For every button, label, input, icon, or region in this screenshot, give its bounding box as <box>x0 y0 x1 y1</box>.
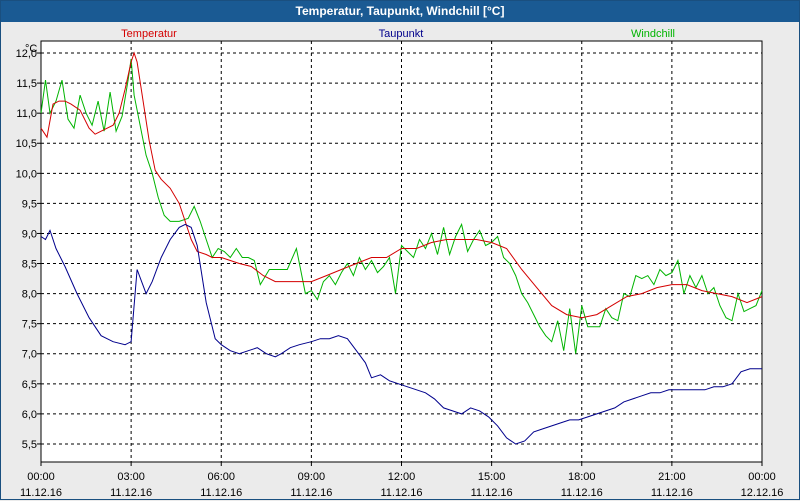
legend-entry-temperatur: Temperatur <box>121 28 177 40</box>
x-tick-time-label: 18:00 <box>568 471 596 483</box>
x-tick-time-label: 06:00 <box>207 471 235 483</box>
y-tick-label: 10,5 <box>16 138 37 150</box>
y-tick-label: 6,0 <box>22 409 37 421</box>
chart-title: Temperatur, Taupunkt, Windchill [°C] <box>1 1 799 22</box>
y-axis-label: °C <box>25 43 37 55</box>
x-tick-date-label: 11.12.16 <box>651 487 693 499</box>
x-axis: 00:00 11.12.16 03:00 11.12.16 06:00 11.12.16 0… <box>20 462 783 499</box>
legend-entry-taupunkt: Taupunkt <box>379 28 424 40</box>
y-tick-label: 9,0 <box>22 228 37 240</box>
y-tick-label: 11,5 <box>16 78 37 90</box>
y-tick-label: 7,0 <box>22 349 37 361</box>
y-tick-label: 5,5 <box>22 439 37 451</box>
legend: Temperatur Taupunkt Windchill <box>121 28 675 40</box>
y-axis: 5,5 6,0 6,5 7,0 7,5 8,0 8,5 9,0 9,5 10,0 10,5 11,0 1… <box>16 48 41 451</box>
y-tick-label: 10,0 <box>16 168 37 180</box>
x-tick-time-label: 15:00 <box>478 471 506 483</box>
y-tick-label: 9,5 <box>22 198 37 210</box>
series-lines <box>40 51 763 445</box>
x-tick-date-label: 11.12.16 <box>561 487 603 499</box>
y-tick-label: 12,0 <box>16 48 37 60</box>
x-tick-time-label: 12:00 <box>388 471 416 483</box>
x-tick-date-label: 11.12.16 <box>110 487 152 499</box>
x-tick-time-label: 21:00 <box>658 471 686 483</box>
y-tick-label: 8,5 <box>22 259 37 271</box>
x-tick-date-label: 11.12.16 <box>290 487 332 499</box>
series-line-taupunkt <box>40 223 762 445</box>
series-line-windchill <box>40 58 763 354</box>
y-tick-label: 8,0 <box>22 289 37 301</box>
y-tick-label: 7,5 <box>22 319 37 331</box>
legend-entry-windchill: Windchill <box>631 28 675 40</box>
x-tick-date-label: 11.12.16 <box>200 487 242 499</box>
x-tick-time-label: 00:00 <box>748 471 776 483</box>
series-line-temperatur <box>40 51 763 319</box>
y-tick-label: 11,0 <box>16 108 37 120</box>
x-tick-date-label: 12.12.16 <box>741 487 784 499</box>
x-tick-date-label: 11.12.16 <box>380 487 422 499</box>
x-tick-date-label: 11.12.16 <box>471 487 513 499</box>
x-tick-time-label: 00:00 <box>27 471 55 483</box>
x-tick-time-label: 09:00 <box>298 471 326 483</box>
x-tick-time-label: 03:00 <box>117 471 145 483</box>
x-tick-date-label: 11.12.16 <box>20 487 62 499</box>
y-tick-label: 6,5 <box>22 379 37 391</box>
